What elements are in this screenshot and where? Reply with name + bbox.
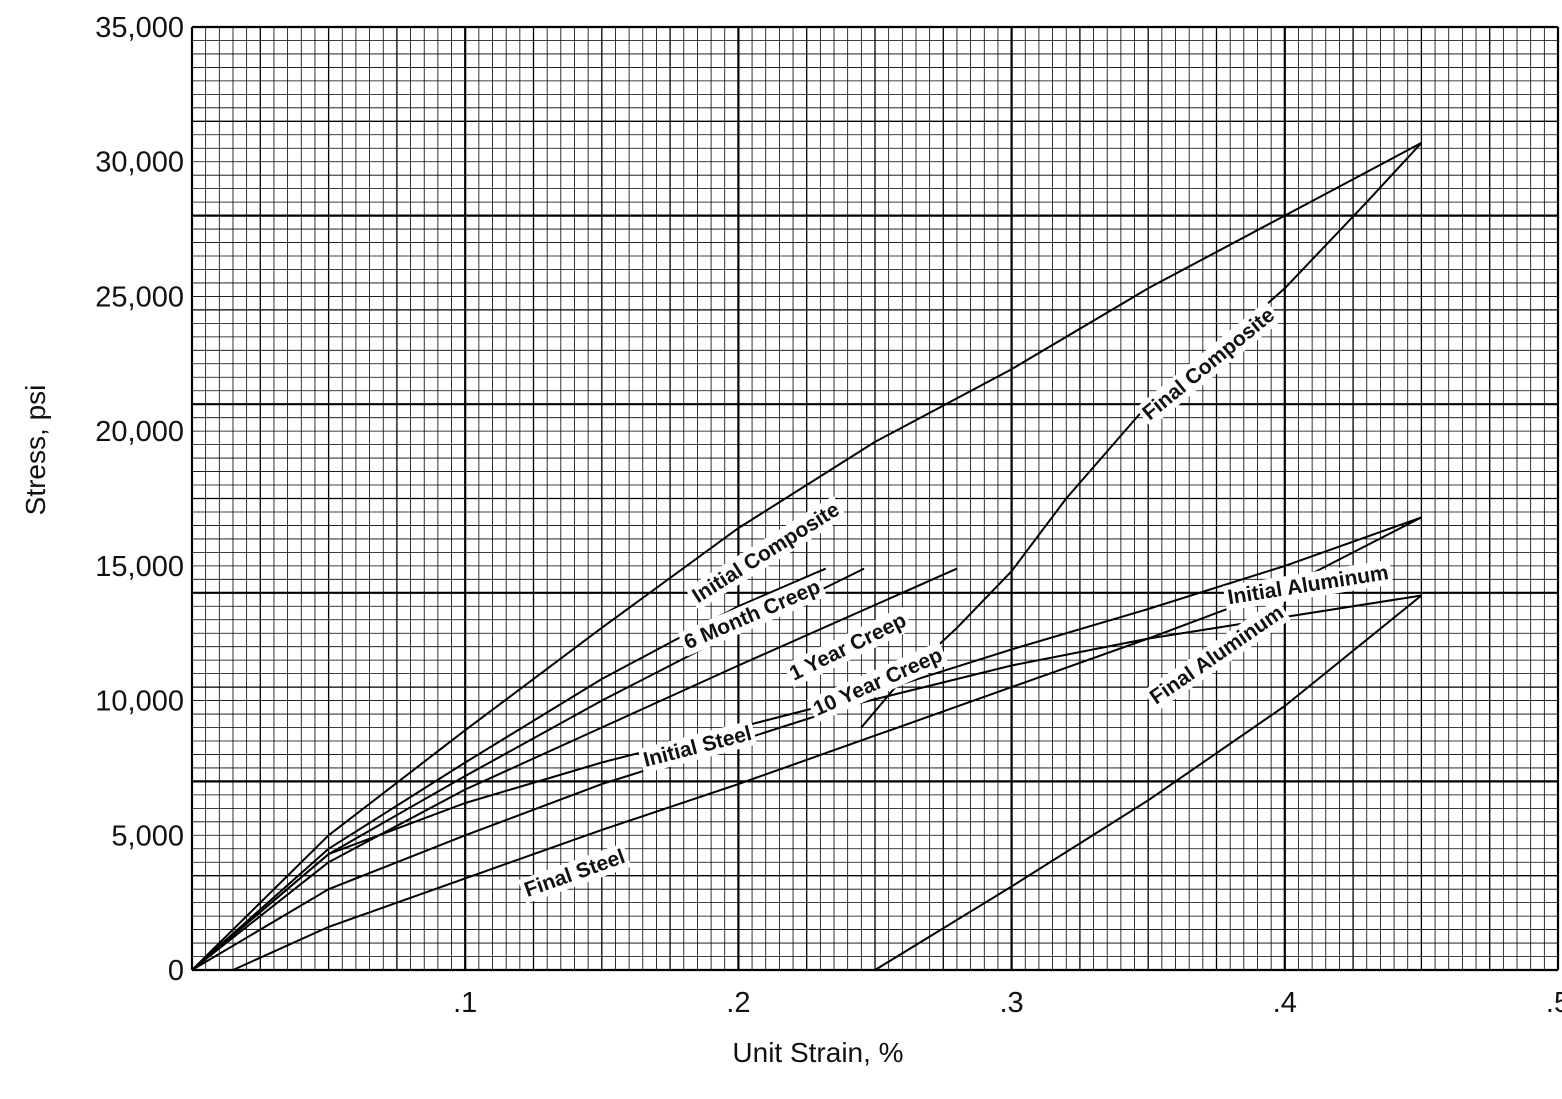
- y-tick-label: 20,000: [95, 416, 184, 448]
- x-axis-ticks: .1 .2 .3 .4 .5: [453, 987, 1562, 1019]
- series-line-final-steel: [232, 516, 1422, 971]
- series-label-background: [518, 843, 632, 904]
- minor-grid: [192, 27, 1558, 970]
- series-label-background: [806, 641, 950, 723]
- series-label-background: [782, 606, 914, 688]
- series-line-10-year-creep: [191, 567, 958, 971]
- series-line-initial-aluminum: [191, 594, 1422, 971]
- major-grid: [190, 25, 1560, 972]
- x-axis-title: Unit Strain, %: [732, 1037, 903, 1068]
- x-tick-label: .2: [726, 987, 750, 1019]
- y-tick-label: 30,000: [95, 147, 184, 179]
- y-tick-label: 25,000: [95, 281, 184, 313]
- y-tick-label: 10,000: [95, 686, 184, 718]
- series-label-text: Final Composite: [1138, 303, 1279, 424]
- series-line-initial-composite: [191, 142, 1422, 971]
- series-label-background: [685, 495, 847, 611]
- x-tick-label: .4: [1273, 987, 1297, 1019]
- series-label-final-composite: Final Composite: [1135, 300, 1282, 428]
- series-label-background: [1142, 598, 1291, 712]
- series-label-text: Initial Aluminum: [1226, 561, 1390, 609]
- x-tick-label: .5: [1546, 987, 1562, 1019]
- series-line-final-aluminum: [874, 594, 1423, 971]
- x-tick-label: .1: [453, 987, 477, 1019]
- y-axis-title: Stress, psi: [20, 385, 51, 516]
- series-line-6-month-creep: [191, 567, 827, 971]
- y-tick-label: 35,000: [95, 12, 184, 44]
- y-axis-ticks: 0 5,000 10,000 15,000 20,000 25,000 30,000 35,0…: [95, 12, 184, 987]
- series-label-background: [1222, 559, 1394, 611]
- y-tick-label: 0: [168, 955, 184, 987]
- series-label-background: [677, 573, 827, 657]
- series-line-initial-steel: [191, 516, 1422, 971]
- y-tick-label: 5,000: [111, 820, 184, 852]
- series-label-background: [637, 720, 758, 774]
- series-label-background: [1135, 300, 1282, 428]
- y-tick-label: 15,000: [95, 551, 184, 583]
- x-tick-label: .3: [1000, 987, 1024, 1019]
